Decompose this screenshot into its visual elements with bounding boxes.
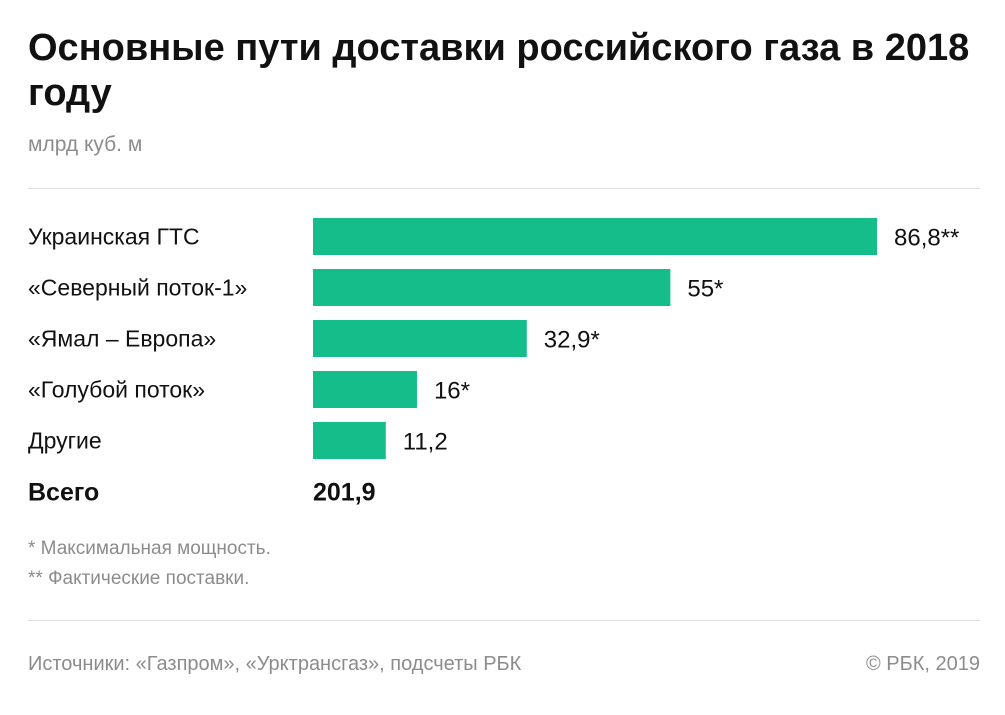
- bar: [313, 269, 671, 306]
- bar-chart: Украинская ГТС 86,8** «Северный поток-1» 55…: [28, 218, 959, 507]
- value-label: 11,2: [403, 429, 448, 456]
- total-value: 201,9: [313, 479, 376, 507]
- bar: [313, 371, 417, 408]
- copyright: © РБК, 2019: [865, 653, 980, 675]
- unit-label: млрд куб. м: [28, 133, 143, 156]
- bottom-divider: [28, 620, 980, 621]
- value-label: 86,8**: [894, 225, 959, 252]
- category-label: «Ямал – Европа»: [28, 326, 216, 352]
- value-label: 32,9*: [544, 327, 600, 354]
- bar: [313, 320, 527, 357]
- value-label: 16*: [434, 378, 470, 405]
- value-label: 55*: [687, 276, 723, 303]
- bar: [313, 218, 877, 255]
- top-divider: [28, 188, 980, 189]
- footnote-actual-supply: ** Фактические поставки.: [28, 568, 250, 589]
- source-note: Источники: «Газпром», «Урктрансгаз», под…: [28, 653, 522, 675]
- total-label: Всего: [28, 479, 99, 507]
- footnote-max-capacity: * Максимальная мощность.: [28, 538, 271, 559]
- category-label: «Северный поток-1»: [28, 275, 247, 301]
- chart-title: Основные пути доставки российского газа …: [28, 27, 970, 114]
- bar: [313, 422, 386, 459]
- category-label: Украинская ГТС: [28, 224, 200, 250]
- category-label: Другие: [28, 428, 102, 454]
- category-label: «Голубой поток»: [28, 377, 205, 403]
